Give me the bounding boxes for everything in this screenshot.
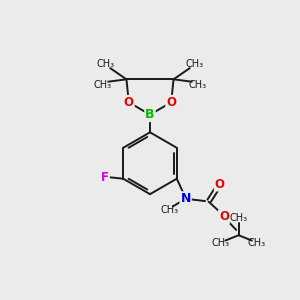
Text: O: O: [124, 96, 134, 109]
Text: B: B: [145, 108, 155, 121]
Text: CH₃: CH₃: [96, 59, 114, 69]
Text: CH₃: CH₃: [230, 213, 248, 223]
Text: N: N: [180, 192, 191, 205]
Text: CH₃: CH₃: [93, 80, 111, 90]
Text: F: F: [101, 171, 109, 184]
Text: CH₃: CH₃: [211, 238, 230, 248]
Text: CH₃: CH₃: [160, 205, 178, 215]
Text: CH₃: CH₃: [186, 59, 204, 69]
Text: O: O: [215, 178, 225, 190]
Text: O: O: [166, 96, 176, 109]
Text: O: O: [219, 211, 229, 224]
Text: CH₃: CH₃: [248, 238, 266, 248]
Text: CH₃: CH₃: [189, 80, 207, 90]
